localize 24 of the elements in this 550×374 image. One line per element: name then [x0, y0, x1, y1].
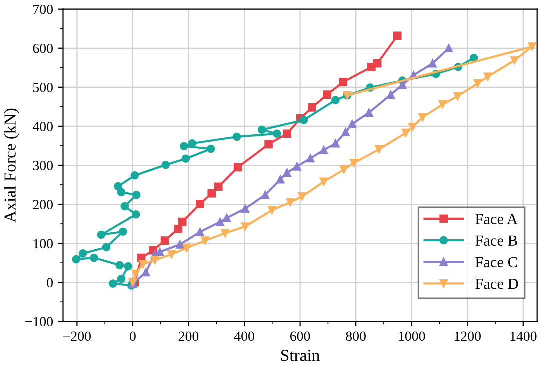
y-tick-label: −100	[26, 317, 53, 327]
legend-label: Face B	[476, 236, 518, 246]
y-tick-label: 200	[33, 200, 53, 210]
y-tick-label: 100	[34, 239, 53, 249]
y-tick-label: 0	[47, 278, 53, 288]
y-axis-title: Axial Force (kN)	[4, 108, 20, 223]
legend-label: Face D	[476, 279, 518, 290]
y-tick-label: 600	[33, 44, 53, 54]
x-tick-label: 0	[130, 332, 136, 342]
y-tick-label: 400	[32, 122, 53, 132]
x-tick-label: 600	[290, 332, 310, 342]
y-tick-label: 500	[34, 83, 53, 92]
y-tick-label: 700	[34, 4, 53, 14]
legend-label: Face C	[476, 257, 518, 268]
x-tick-label: −200	[64, 332, 91, 342]
x-tick-label: 800	[346, 332, 366, 342]
x-tick-label: 1000	[399, 332, 426, 342]
x-tick-label: 200	[178, 332, 199, 342]
x-tick-label: 1200	[454, 332, 481, 342]
x-tick-label: 400	[234, 332, 254, 342]
y-tick-label: 300	[33, 161, 53, 170]
x-tick-label: 1400	[510, 332, 537, 342]
x-axis-title: Strain	[282, 350, 320, 362]
legend-label: Face A	[476, 214, 518, 224]
